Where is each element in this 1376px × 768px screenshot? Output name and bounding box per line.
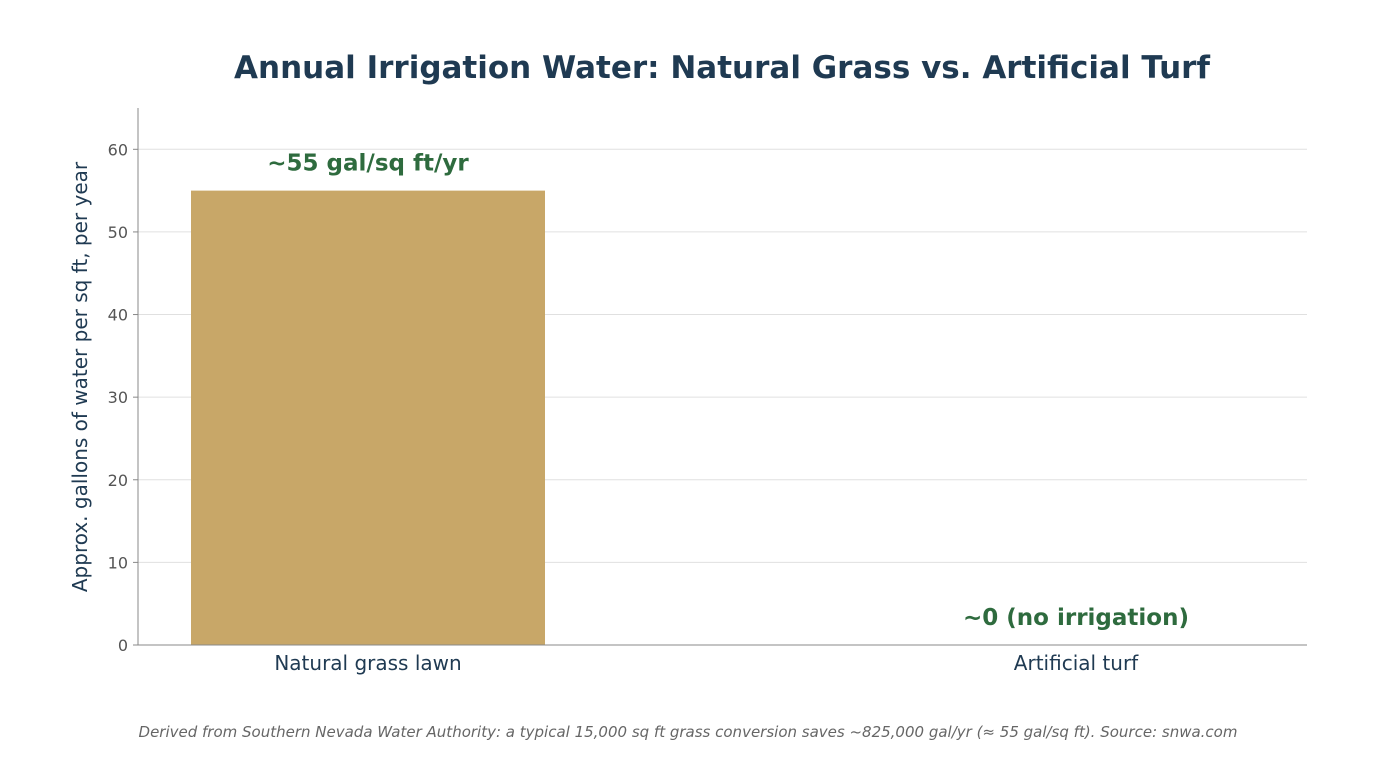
data-labels: ~55 gal/sq ft/yr ~0 (no irrigation) <box>267 151 1189 631</box>
bars <box>191 190 545 645</box>
y-tick-label: 0 <box>118 636 128 655</box>
data-label: ~55 gal/sq ft/yr <box>267 151 469 177</box>
y-tick-label: 40 <box>108 306 128 325</box>
bar <box>191 190 545 645</box>
y-ticks: 0 10 20 30 40 50 60 <box>108 140 138 655</box>
y-tick-label: 30 <box>108 388 128 407</box>
y-tick-label: 10 <box>108 553 128 572</box>
x-tick-label: Natural grass lawn <box>274 651 461 675</box>
x-tick-label: Artificial turf <box>1014 651 1139 675</box>
data-label: ~0 (no irrigation) <box>963 605 1189 631</box>
y-tick-label: 20 <box>108 471 128 490</box>
y-tick-label: 60 <box>108 140 128 159</box>
y-tick-label: 50 <box>108 223 128 242</box>
x-ticks: Natural grass lawn Artificial turf <box>274 651 1139 675</box>
y-axis-label: Approx. gallons of water per sq ft, per … <box>68 161 92 592</box>
footnote: Derived from Southern Nevada Water Autho… <box>139 723 1238 741</box>
chart-title: Annual Irrigation Water: Natural Grass v… <box>234 50 1210 86</box>
